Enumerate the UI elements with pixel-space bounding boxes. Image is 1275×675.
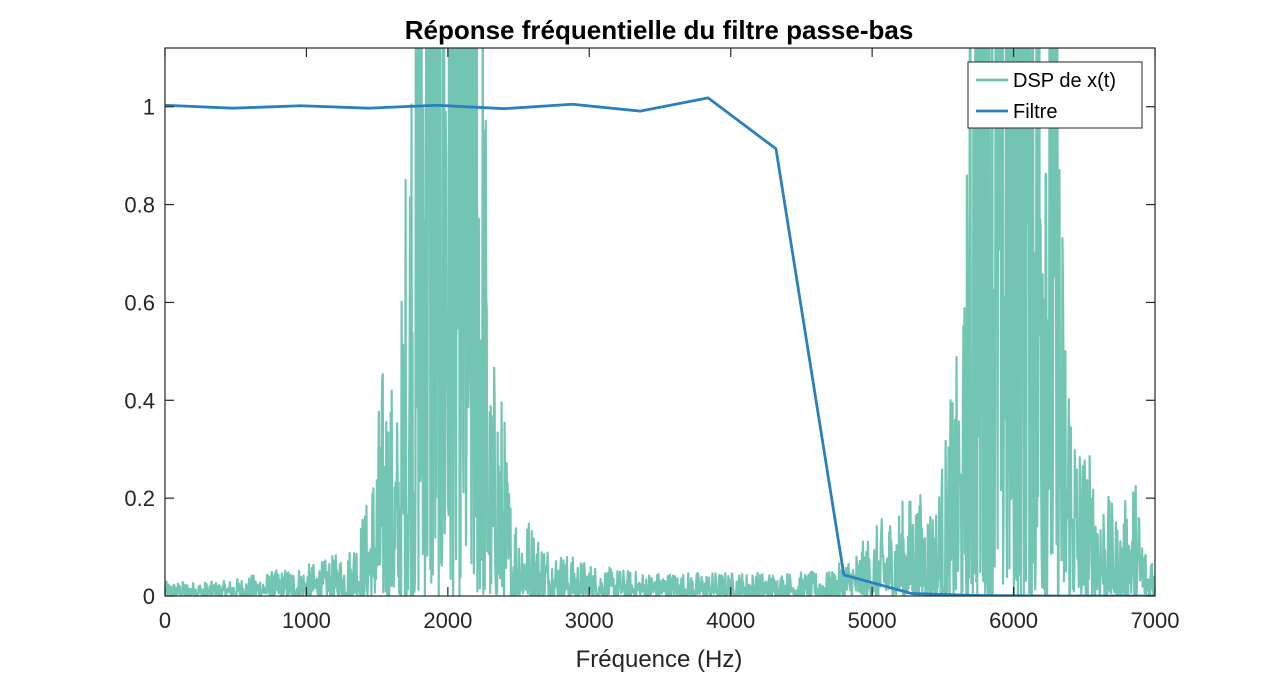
x-tick-label: 0 bbox=[159, 608, 171, 633]
legend-box bbox=[967, 61, 1143, 129]
legend-label: Filtre bbox=[1013, 101, 1057, 123]
y-tick-label: 0.4 bbox=[124, 388, 155, 413]
y-tick-label: 0.2 bbox=[124, 486, 155, 511]
series-line-dsp bbox=[165, 48, 1155, 596]
y-axis: 0 0.2 0.4 0.6 0.8 1 bbox=[124, 95, 1155, 609]
y-tick-label: 0 bbox=[143, 584, 155, 609]
x-tick-label: 5000 bbox=[848, 608, 897, 633]
x-tick-label: 3000 bbox=[565, 608, 614, 633]
x-tick-label: 7000 bbox=[1131, 608, 1180, 633]
x-tick-label: 6000 bbox=[989, 608, 1038, 633]
y-tick-label: 0.8 bbox=[124, 193, 155, 218]
chart-title: Réponse fréquentielle du filtre passe-ba… bbox=[405, 15, 914, 45]
y-tick-label: 1 bbox=[143, 95, 155, 120]
plot-area bbox=[164, 47, 1156, 597]
axes-box bbox=[164, 47, 1156, 597]
legend-label: DSP de x(t) bbox=[1013, 70, 1116, 92]
x-axis: 0 1000 2000 3000 4000 5000 6000 7000 bbox=[159, 48, 1180, 633]
y-tick-label: 0.6 bbox=[124, 290, 155, 315]
x-tick-label: 1000 bbox=[282, 608, 331, 633]
x-axis-label: Fréquence (Hz) bbox=[576, 646, 743, 673]
x-tick-label: 4000 bbox=[706, 608, 755, 633]
x-tick-label: 2000 bbox=[423, 608, 472, 633]
legend: DSP de x(t) Filtre bbox=[967, 61, 1143, 129]
